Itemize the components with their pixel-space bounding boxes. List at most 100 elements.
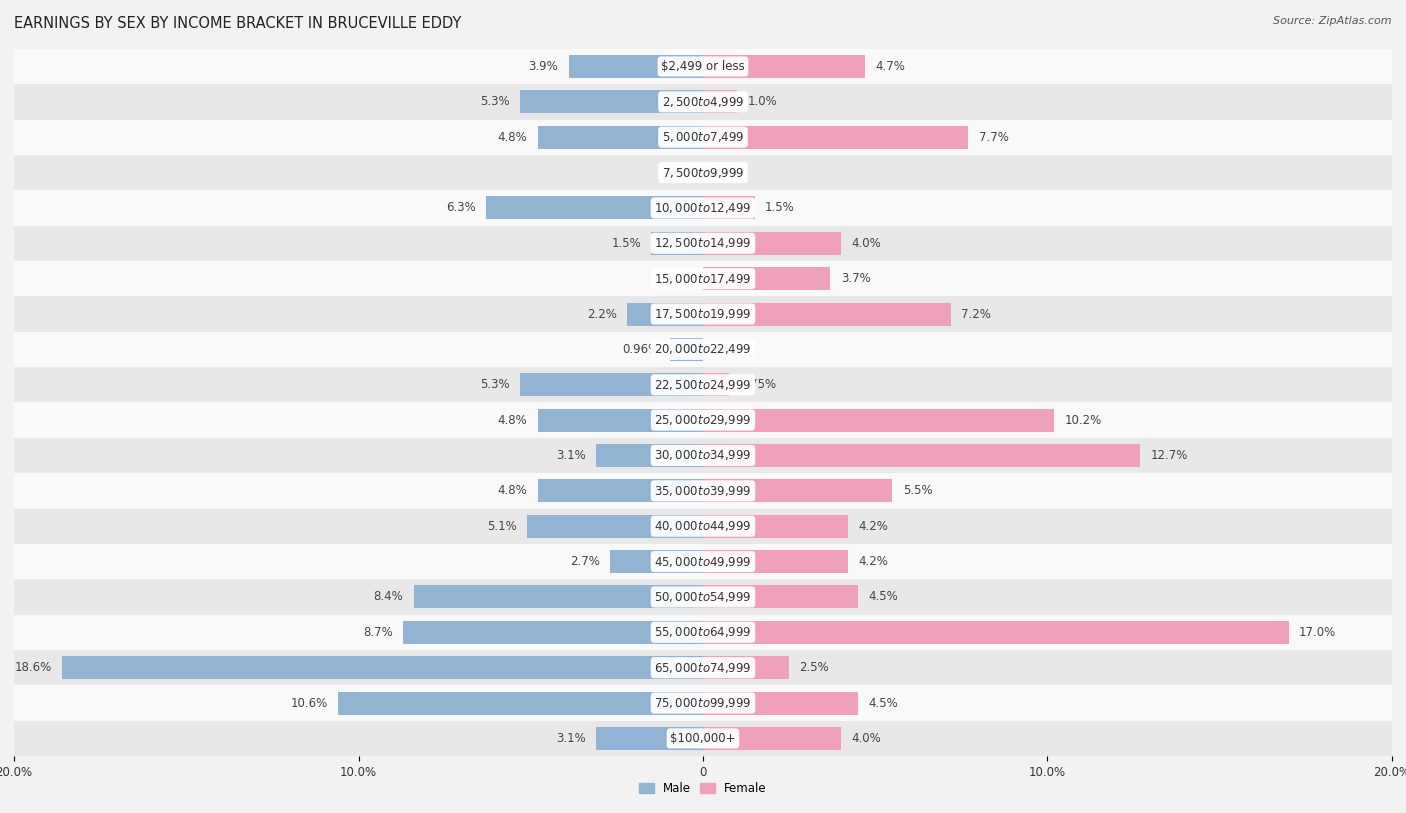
Text: $17,500 to $19,999: $17,500 to $19,999 [654, 307, 752, 321]
Bar [14, 190, 1392, 226]
Text: 5.3%: 5.3% [481, 378, 510, 391]
Text: $5,000 to $7,499: $5,000 to $7,499 [662, 130, 744, 144]
Bar [14, 225, 1392, 261]
Bar [14, 84, 1392, 120]
Bar [537, 480, 703, 502]
Text: $75,000 to $99,999: $75,000 to $99,999 [654, 696, 752, 710]
Bar [703, 232, 841, 254]
Bar [520, 373, 703, 396]
Text: $25,000 to $29,999: $25,000 to $29,999 [654, 413, 752, 427]
Text: 4.5%: 4.5% [869, 590, 898, 603]
Bar [669, 338, 703, 361]
Text: 0.0%: 0.0% [713, 343, 742, 356]
Text: $2,500 to $4,999: $2,500 to $4,999 [662, 95, 744, 109]
Bar [703, 480, 893, 502]
Text: 4.7%: 4.7% [875, 60, 905, 73]
Bar [537, 409, 703, 432]
Text: 8.7%: 8.7% [363, 626, 392, 639]
Text: $50,000 to $54,999: $50,000 to $54,999 [654, 590, 752, 604]
Text: 12.7%: 12.7% [1152, 449, 1188, 462]
Bar [703, 727, 841, 750]
Bar [62, 656, 703, 679]
Bar [404, 621, 703, 644]
Bar [337, 692, 703, 715]
Text: 18.6%: 18.6% [14, 661, 52, 674]
Text: 6.3%: 6.3% [446, 202, 475, 215]
Text: 2.7%: 2.7% [569, 555, 599, 568]
Bar [527, 515, 703, 537]
Text: $35,000 to $39,999: $35,000 to $39,999 [654, 484, 752, 498]
Bar [14, 473, 1392, 509]
Text: $10,000 to $12,499: $10,000 to $12,499 [654, 201, 752, 215]
Text: 4.8%: 4.8% [498, 414, 527, 427]
Bar [703, 550, 848, 573]
Text: $65,000 to $74,999: $65,000 to $74,999 [654, 661, 752, 675]
Text: 17.0%: 17.0% [1299, 626, 1336, 639]
Bar [14, 332, 1392, 367]
Bar [703, 585, 858, 608]
Text: $15,000 to $17,499: $15,000 to $17,499 [654, 272, 752, 285]
Bar [14, 49, 1392, 85]
Text: 4.8%: 4.8% [498, 131, 527, 144]
Text: 0.0%: 0.0% [713, 166, 742, 179]
Text: 1.5%: 1.5% [612, 237, 641, 250]
Bar [703, 302, 950, 325]
Bar [14, 544, 1392, 579]
Text: 0.75%: 0.75% [740, 378, 776, 391]
Bar [703, 267, 831, 290]
Bar [14, 650, 1392, 685]
Bar [520, 90, 703, 113]
Text: 2.5%: 2.5% [800, 661, 830, 674]
Text: 3.1%: 3.1% [557, 449, 586, 462]
Text: 3.1%: 3.1% [557, 732, 586, 745]
Bar [651, 232, 703, 254]
Text: 4.5%: 4.5% [869, 697, 898, 710]
Text: 5.1%: 5.1% [488, 520, 517, 533]
Text: 4.0%: 4.0% [851, 237, 882, 250]
Text: $30,000 to $34,999: $30,000 to $34,999 [654, 449, 752, 463]
Text: $2,499 or less: $2,499 or less [661, 60, 745, 73]
Text: 4.0%: 4.0% [851, 732, 882, 745]
Bar [413, 585, 703, 608]
Text: EARNINGS BY SEX BY INCOME BRACKET IN BRUCEVILLE EDDY: EARNINGS BY SEX BY INCOME BRACKET IN BRU… [14, 16, 461, 31]
Text: $100,000+: $100,000+ [671, 732, 735, 745]
Text: 2.2%: 2.2% [588, 307, 617, 320]
Bar [14, 615, 1392, 650]
Text: 7.7%: 7.7% [979, 131, 1008, 144]
Text: 1.0%: 1.0% [748, 95, 778, 108]
Bar [703, 373, 728, 396]
Bar [596, 444, 703, 467]
Text: 8.4%: 8.4% [374, 590, 404, 603]
Text: $45,000 to $49,999: $45,000 to $49,999 [654, 554, 752, 568]
Bar [537, 126, 703, 149]
Text: 1.5%: 1.5% [765, 202, 794, 215]
Text: $20,000 to $22,499: $20,000 to $22,499 [654, 342, 752, 356]
Bar [703, 409, 1054, 432]
Text: $22,500 to $24,999: $22,500 to $24,999 [654, 378, 752, 392]
Bar [703, 90, 738, 113]
Text: Source: ZipAtlas.com: Source: ZipAtlas.com [1274, 16, 1392, 26]
Text: $7,500 to $9,999: $7,500 to $9,999 [662, 166, 744, 180]
Text: 10.2%: 10.2% [1064, 414, 1102, 427]
Bar [703, 692, 858, 715]
Text: 0.0%: 0.0% [664, 166, 693, 179]
Bar [627, 302, 703, 325]
Text: 3.7%: 3.7% [841, 272, 870, 285]
Text: $12,500 to $14,999: $12,500 to $14,999 [654, 237, 752, 250]
Text: 4.2%: 4.2% [858, 555, 887, 568]
Bar [14, 261, 1392, 297]
Legend: Male, Female: Male, Female [634, 777, 772, 800]
Bar [703, 444, 1140, 467]
Bar [703, 656, 789, 679]
Bar [568, 55, 703, 78]
Text: 5.5%: 5.5% [903, 485, 932, 498]
Bar [14, 579, 1392, 615]
Bar [703, 126, 969, 149]
Text: 0.96%: 0.96% [623, 343, 659, 356]
Text: 7.2%: 7.2% [962, 307, 991, 320]
Text: 4.2%: 4.2% [858, 520, 887, 533]
Bar [486, 197, 703, 220]
Bar [14, 402, 1392, 437]
Bar [703, 515, 848, 537]
Text: $40,000 to $44,999: $40,000 to $44,999 [654, 520, 752, 533]
